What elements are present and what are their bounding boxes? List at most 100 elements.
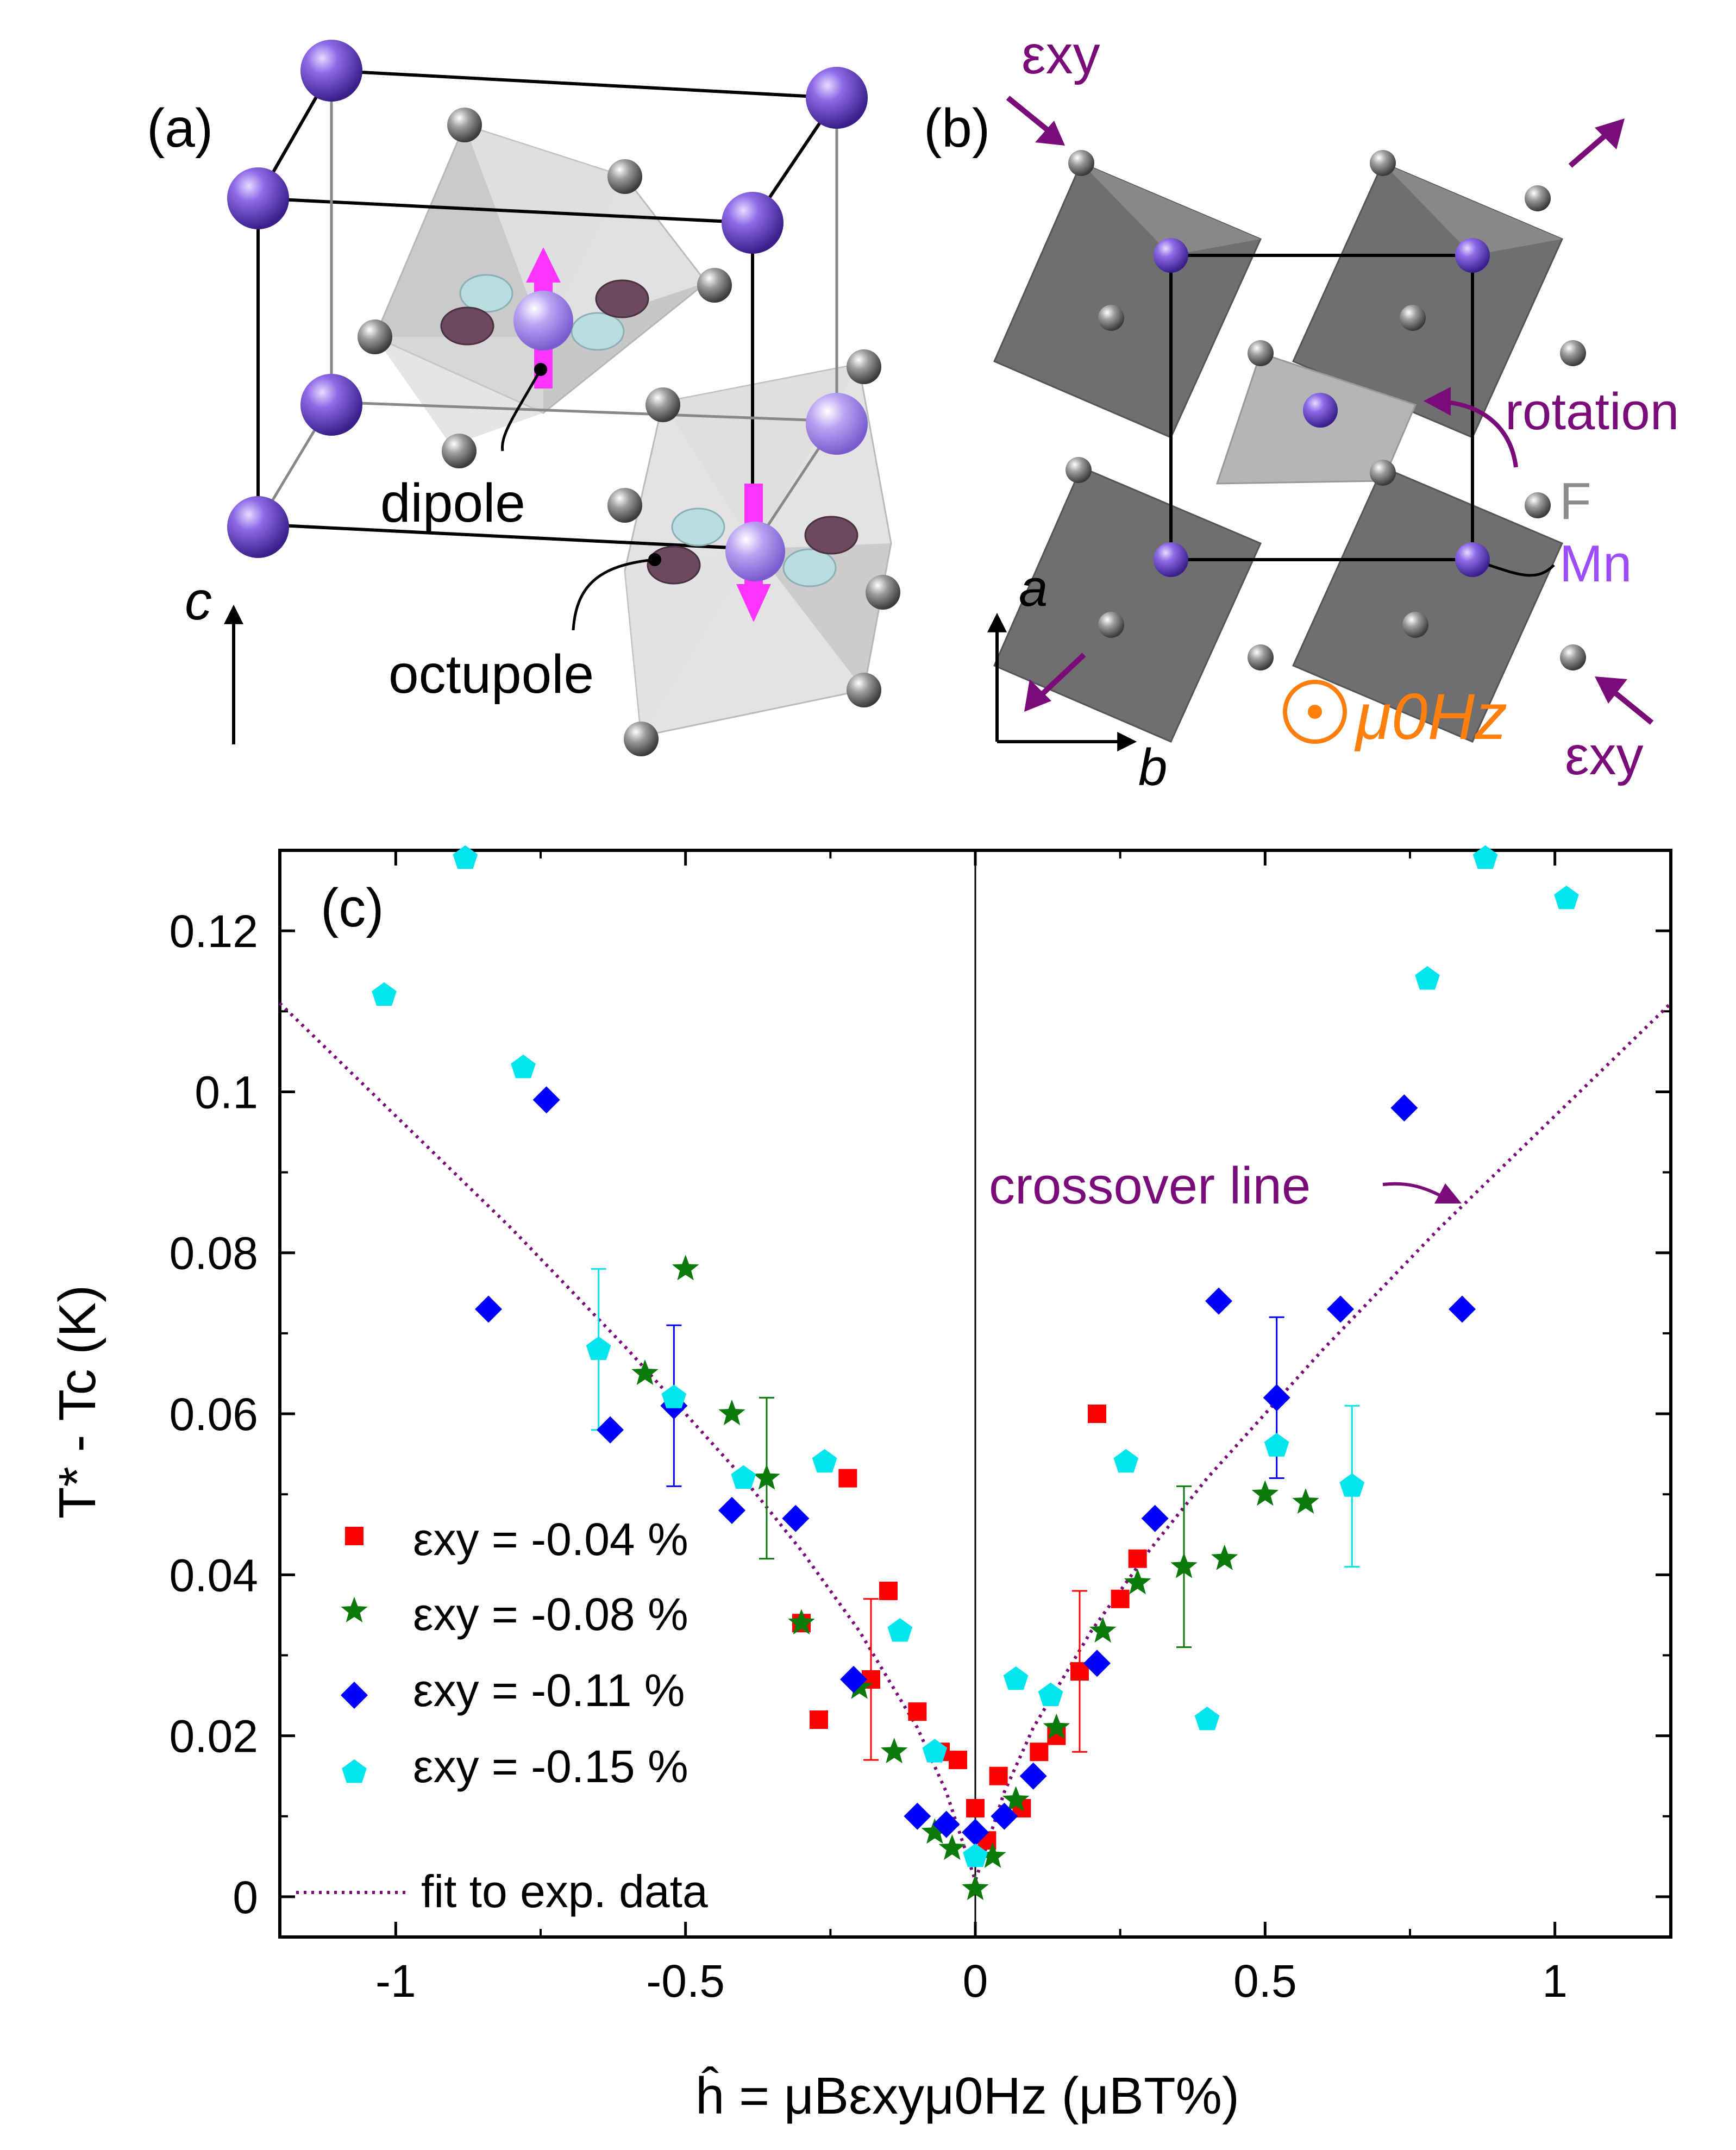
y-tick-label: 0.12: [170, 906, 259, 957]
mn-atom-center: [513, 291, 573, 350]
strain-label-top: εxy: [1021, 24, 1100, 85]
data-point-diamond: [718, 1496, 745, 1524]
data-point-diamond: [1019, 1762, 1047, 1790]
mn-atom: [300, 40, 362, 102]
data-point-diamond: [597, 1416, 624, 1444]
data-point-pentagon: [586, 1336, 611, 1360]
data-point-pentagon: [453, 845, 478, 869]
data-point-diamond: [1390, 1094, 1418, 1122]
x-tick-label: 1: [1542, 1955, 1568, 2007]
y-ticks: 0 0.02 0.04 0.06 0.08 0.1 0.12: [170, 906, 1671, 1923]
panel-c-label: (c): [321, 877, 384, 938]
data-point-star: [921, 1818, 949, 1844]
data-point-star: [631, 1359, 659, 1385]
legend-marker-pentagon: [342, 1759, 367, 1783]
data-point-diamond: [532, 1086, 560, 1114]
x-ticks: -1 -0.5 0 0.5 1: [375, 850, 1568, 2007]
strain-arrows: [1006, 96, 1654, 725]
data-point-diamond: [1141, 1505, 1169, 1532]
x-axis-label: ĥ = μBεxyμ0Hz (μBT%): [695, 2066, 1239, 2125]
data-point-square: [1128, 1549, 1147, 1568]
legend-marker-star: [341, 1597, 368, 1622]
data-point-star: [1089, 1617, 1117, 1643]
data-point-diamond: [962, 1819, 989, 1846]
data-point-square: [838, 1469, 857, 1488]
data-point-square: [879, 1581, 898, 1600]
data-point-star: [1124, 1569, 1151, 1595]
y-tick-label: 0.06: [170, 1389, 259, 1440]
octupole-label: octupole: [388, 644, 594, 705]
crossover-arrow: [1382, 1182, 1441, 1197]
data-point-square: [810, 1710, 828, 1729]
a-axis-label: a: [1019, 559, 1048, 617]
x-tick-label: 0: [963, 1955, 988, 2007]
data-point-pentagon: [963, 1843, 988, 1867]
mn-atom: [722, 192, 784, 254]
data-point-diamond: [1449, 1295, 1476, 1323]
rotation-label: rotation: [1505, 383, 1679, 441]
data-point-star: [1251, 1480, 1279, 1506]
panel-b: (b): [924, 24, 1679, 797]
data-point-diamond: [1327, 1295, 1354, 1323]
data-point-square: [966, 1798, 985, 1817]
octahedra-b: [993, 162, 1563, 743]
mn-atoms-b: [1154, 238, 1490, 577]
data-point-diamond: [932, 1810, 960, 1838]
data-point-pentagon: [1113, 1449, 1139, 1473]
data-point-star: [962, 1875, 989, 1901]
data-markers: [372, 845, 1579, 1901]
data-point-pentagon: [1003, 1666, 1029, 1690]
f-label: F: [1559, 472, 1591, 530]
data-point-star: [718, 1400, 745, 1426]
data-point-star: [1211, 1544, 1238, 1570]
data-point-square: [949, 1751, 967, 1770]
fit-curve: [278, 1002, 1672, 1886]
legend-label-3: εxy = -0.11 %: [413, 1665, 685, 1716]
x-tick-label: 0.5: [1233, 1955, 1297, 2007]
data-point-pentagon: [1554, 885, 1579, 910]
legend-label-1: εxy = -0.04 %: [413, 1514, 688, 1565]
data-point-pentagon: [661, 1384, 687, 1408]
legend-label-4: εxy = -0.15 %: [413, 1741, 688, 1792]
data-point-star: [880, 1738, 908, 1764]
mn-label: Mn: [1559, 535, 1632, 593]
data-point-square: [908, 1702, 927, 1721]
data-point-pentagon: [372, 982, 397, 1006]
data-point-diamond: [840, 1665, 867, 1693]
crossover-annotation: crossover line: [989, 1157, 1311, 1215]
mn-atom: [806, 393, 868, 455]
data-point-square: [989, 1766, 1008, 1785]
data-point-diamond: [1205, 1287, 1232, 1315]
data-point-star: [1043, 1713, 1070, 1739]
chart-panel-c: -1 -0.5 0 0.5 1 0 0.02 0.04 0.06 0.08 0.1 0.12 (c)…: [48, 845, 1672, 2125]
f-atoms-b: [1066, 150, 1586, 670]
legend-marker-diamond: [341, 1682, 368, 1709]
panel-b-label: (b): [924, 98, 990, 159]
mn-atom: [227, 496, 289, 558]
data-point-star: [1170, 1552, 1198, 1578]
field-out-of-plane-icon: [1283, 680, 1347, 744]
f-atoms-a: [358, 108, 900, 756]
data-point-diamond: [475, 1295, 502, 1323]
data-point-star: [1002, 1786, 1030, 1812]
y-tick-label: 0.04: [170, 1550, 259, 1601]
dipole-label: dipole: [380, 473, 525, 534]
data-point-diamond: [782, 1505, 810, 1532]
y-tick-label: 0: [233, 1872, 258, 1923]
data-point-star: [753, 1464, 780, 1490]
orbitals: [440, 274, 858, 587]
b-axis-label: b: [1138, 738, 1167, 797]
panel-a: (a): [147, 40, 900, 756]
data-point-star: [938, 1834, 966, 1860]
y-tick-label: 0.08: [170, 1228, 259, 1279]
data-point-pentagon: [887, 1618, 913, 1642]
data-point-star: [672, 1255, 699, 1281]
mn-atom-center: [725, 522, 785, 581]
strain-label-bottom: εxy: [1565, 725, 1644, 786]
y-tick-label: 0.02: [170, 1711, 259, 1762]
mn-atom: [227, 167, 289, 229]
mn-atom: [300, 374, 362, 436]
data-point-pentagon: [731, 1465, 756, 1489]
data-point-star: [788, 1609, 815, 1635]
